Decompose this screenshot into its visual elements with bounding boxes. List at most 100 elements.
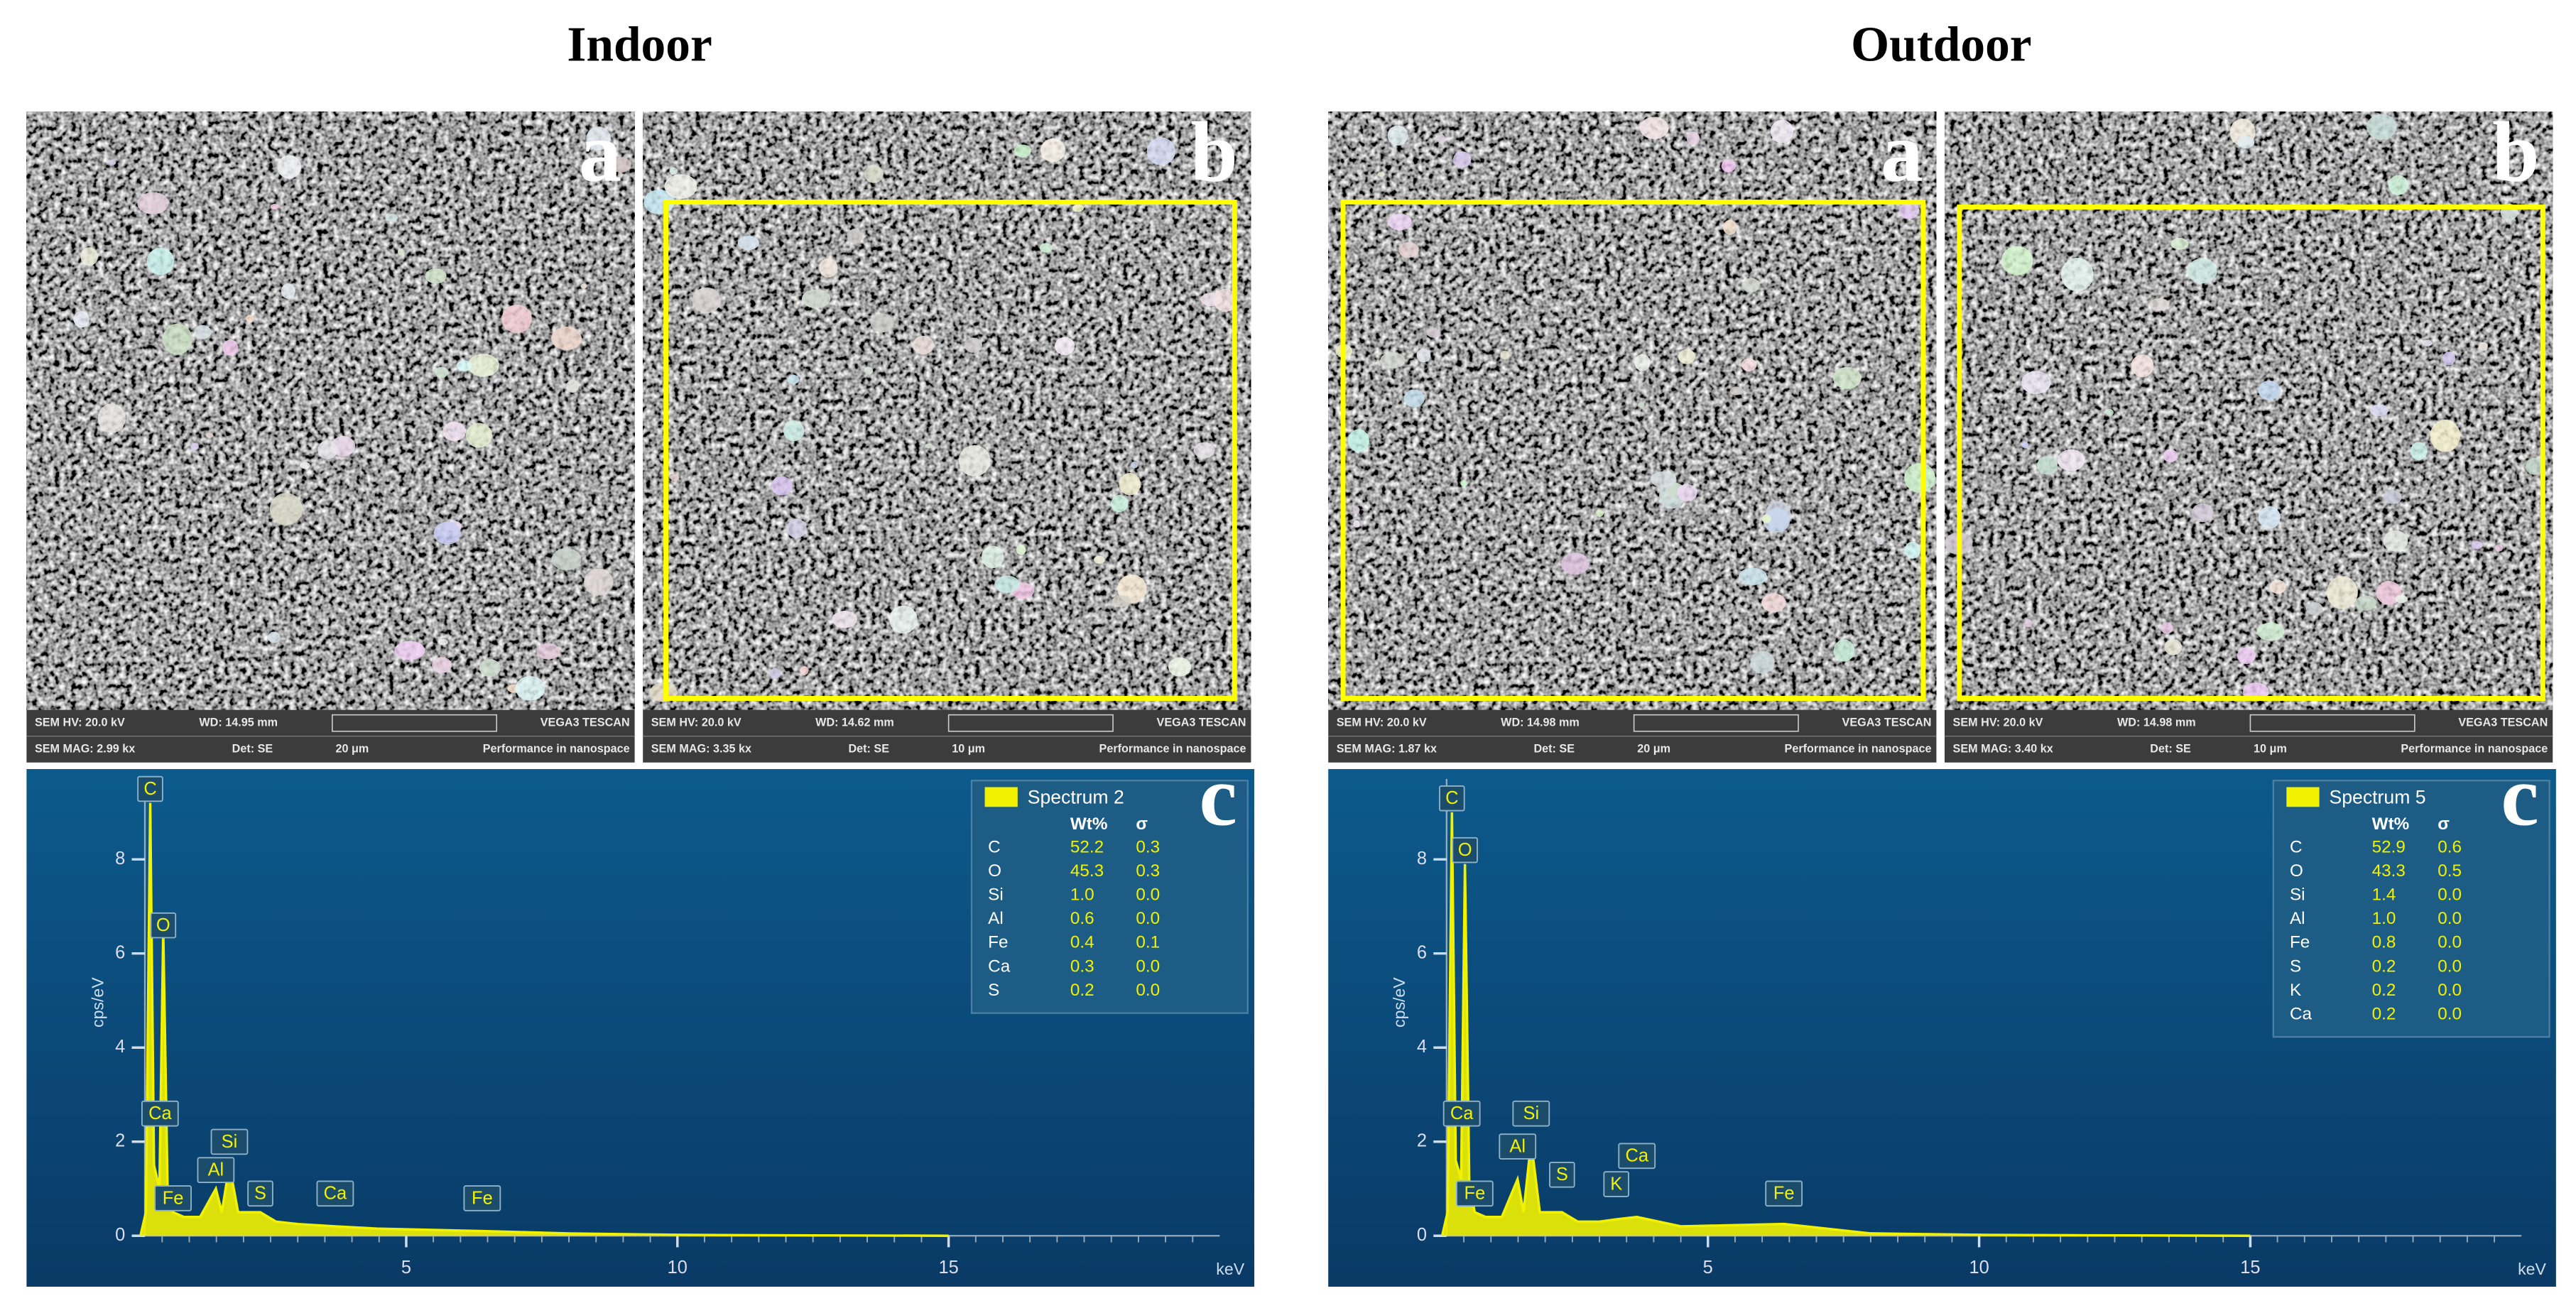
- particle: [566, 379, 580, 393]
- y-tick-label: 4: [1417, 1037, 1427, 1057]
- particle: [669, 167, 678, 175]
- particle: [2430, 419, 2461, 452]
- particle: [1763, 508, 1790, 533]
- info-text: Performance in nanospace: [2401, 743, 2548, 756]
- particle: [2383, 530, 2408, 552]
- particle: [551, 548, 582, 571]
- peak-label: Ca: [1450, 1104, 1474, 1123]
- particle: [2525, 457, 2545, 475]
- particle: [515, 676, 545, 701]
- particle: [2131, 354, 2154, 378]
- particle: [1168, 657, 1192, 677]
- particle: [1055, 337, 1075, 356]
- particle: [612, 157, 631, 173]
- x-tick-label: 15: [938, 1258, 958, 1277]
- image-letter: a: [579, 105, 621, 200]
- sem-image: [26, 111, 635, 710]
- particle: [2376, 581, 2402, 605]
- peak-label: Fe: [163, 1188, 184, 1208]
- panel-letter: c: [1199, 750, 1237, 844]
- particle: [190, 443, 199, 450]
- particle: [1112, 595, 1131, 608]
- table-cell: 0.6: [1070, 909, 1094, 928]
- image-letter: b: [2492, 105, 2540, 200]
- particle: [1761, 514, 1771, 523]
- x-tick-label: 5: [401, 1258, 411, 1277]
- particle: [162, 323, 192, 355]
- particle: [1146, 137, 1175, 165]
- particle: [1398, 241, 1419, 258]
- table-cell: Si: [2290, 886, 2305, 905]
- x-tick-label: 10: [668, 1258, 688, 1277]
- table-cell: 52.9: [2372, 838, 2406, 857]
- particle: [889, 605, 918, 634]
- table-header: σ: [2438, 815, 2450, 834]
- peak-label-box: [1618, 1143, 1656, 1170]
- particle: [2256, 622, 2285, 641]
- peak-label: Si: [1523, 1104, 1539, 1123]
- y-tick-label: 6: [1417, 942, 1427, 962]
- particle: [1741, 358, 1757, 371]
- particle: [1094, 555, 1105, 565]
- info-text: 20 μm: [1637, 743, 1670, 756]
- info-text: SEM HV: 20.0 kV: [1337, 717, 1427, 729]
- info-text: Det: SE: [2150, 743, 2191, 756]
- particle: [1111, 494, 1129, 513]
- particle: [2410, 442, 2428, 461]
- peak-label-box: [1512, 1100, 1550, 1127]
- particle: [1904, 463, 1935, 494]
- particle: [800, 666, 809, 675]
- x-axis-label: keV: [2518, 1260, 2546, 1278]
- particle: [2149, 298, 2170, 311]
- peak-label-box: [1603, 1171, 1629, 1197]
- table-cell: 1.0: [1070, 886, 1094, 905]
- table-cell: Fe: [988, 933, 1008, 952]
- particle: [737, 236, 759, 251]
- info-text: WD: 14.98 mm: [1501, 717, 1580, 729]
- peak-label: Si: [222, 1132, 238, 1152]
- particle: [2258, 506, 2281, 529]
- particle: [438, 638, 448, 645]
- table-cell: 0.6: [2438, 838, 2462, 857]
- particle: [1013, 144, 1032, 158]
- particle: [425, 268, 447, 284]
- particle: [783, 420, 805, 442]
- peak-label: C: [1445, 788, 1458, 808]
- particle: [1729, 386, 1744, 396]
- particle: [1761, 593, 1786, 613]
- x-axis-label: keV: [1216, 1260, 1244, 1278]
- particle: [1426, 327, 1440, 338]
- peak-label: Al: [1509, 1136, 1526, 1156]
- table-cell: C: [988, 838, 1001, 857]
- particle: [80, 247, 98, 266]
- particle: [300, 462, 310, 469]
- particle: [1039, 243, 1053, 253]
- table-cell: S: [2290, 957, 2301, 976]
- table-cell: 43.3: [2372, 861, 2406, 881]
- table-cell: O: [988, 861, 1001, 881]
- particle: [2423, 339, 2433, 347]
- particle: [206, 432, 214, 438]
- particle: [2237, 647, 2256, 665]
- particle: [1651, 471, 1677, 488]
- legend-label: Spectrum 5: [2330, 787, 2426, 808]
- table-cell: O: [2290, 861, 2303, 881]
- y-tick-label: 8: [1417, 849, 1427, 868]
- particle: [2161, 622, 2173, 634]
- particle: [2024, 619, 2033, 628]
- table-cell: C: [2290, 838, 2303, 857]
- particle: [2305, 601, 2323, 616]
- particle: [864, 366, 874, 375]
- legend-box: [2272, 780, 2550, 1038]
- table-cell: Al: [988, 909, 1004, 928]
- table-header: Wt%: [1070, 815, 1108, 834]
- table-cell: 0.2: [2372, 981, 2396, 1000]
- peak-label-box: [247, 1180, 273, 1207]
- y-tick-label: 8: [115, 849, 125, 868]
- particle: [1639, 116, 1669, 140]
- particle: [386, 214, 398, 222]
- particle: [246, 315, 254, 323]
- particle: [146, 247, 175, 276]
- table-header: Wt%: [2372, 815, 2410, 834]
- particle: [1416, 348, 1431, 363]
